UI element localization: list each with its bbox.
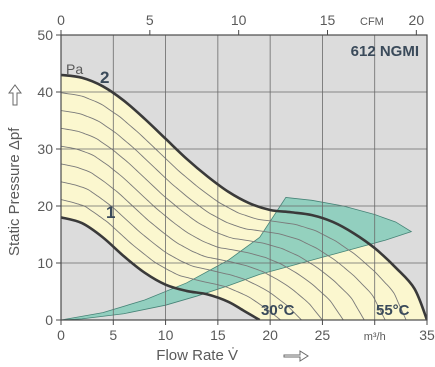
plot-frame: [60, 34, 428, 321]
grid-layer: [61, 35, 427, 320]
x-axis-label-group: Flow Rate V̇: [156, 347, 309, 364]
series-1-line: [61, 216, 261, 320]
series-layer: [61, 73, 427, 320]
intermediate-curve: [61, 199, 281, 320]
y-tick-label: 10: [37, 255, 53, 271]
intermediate-curve: [61, 181, 302, 320]
chart-title: 612 NGMI: [351, 43, 419, 60]
top-tick-label: 0: [57, 12, 65, 28]
x-axis-label: Flow Rate V̇: [156, 347, 238, 364]
x-tick-label: 0: [57, 327, 65, 343]
top-tick-label: 15: [320, 12, 336, 28]
top-tick-label: 10: [231, 12, 247, 28]
y-tick-label: 50: [37, 27, 53, 43]
intermediate-curve: [61, 127, 365, 320]
y-unit-label: Pa: [66, 61, 83, 77]
top-tick-label: 20: [409, 12, 425, 28]
x-tick-label: 25: [315, 327, 331, 343]
y-axis-label: Static Pressure Δpf: [6, 127, 23, 256]
annotation-30c: 30°C: [261, 302, 295, 319]
y-tick-label: 30: [37, 141, 53, 157]
y-arrow-icon: [8, 84, 22, 106]
top-tick-label: CFM: [360, 16, 384, 28]
x-tick-label: 20: [262, 327, 278, 343]
y-tick-label: 0: [45, 312, 53, 328]
y-tick-label: 20: [37, 198, 53, 214]
x-tick-label: m³/h: [364, 331, 386, 343]
x-tick-label: 35: [419, 327, 435, 343]
intermediate-curve: [61, 163, 323, 320]
x-tick-label: 10: [158, 327, 174, 343]
y-axis-label-group: Static Pressure Δpf: [6, 84, 23, 256]
series-label-2: 2: [100, 68, 109, 87]
temperature-region: [61, 197, 413, 320]
x-arrow-icon: [283, 350, 309, 362]
x-tick-label: 5: [109, 327, 117, 343]
y-tick-label: 40: [37, 84, 53, 100]
x-tick-label: 15: [210, 327, 226, 343]
annotation-55c: 55°C: [376, 302, 410, 319]
regions-layer: [61, 74, 427, 320]
series-2-line: [61, 73, 427, 320]
series-label-1: 1: [106, 203, 115, 222]
intermediate-curve: [61, 110, 386, 320]
fan-operating-region: [61, 74, 427, 320]
intermediate-curve: [61, 145, 344, 320]
top-tick-label: 5: [146, 12, 154, 28]
